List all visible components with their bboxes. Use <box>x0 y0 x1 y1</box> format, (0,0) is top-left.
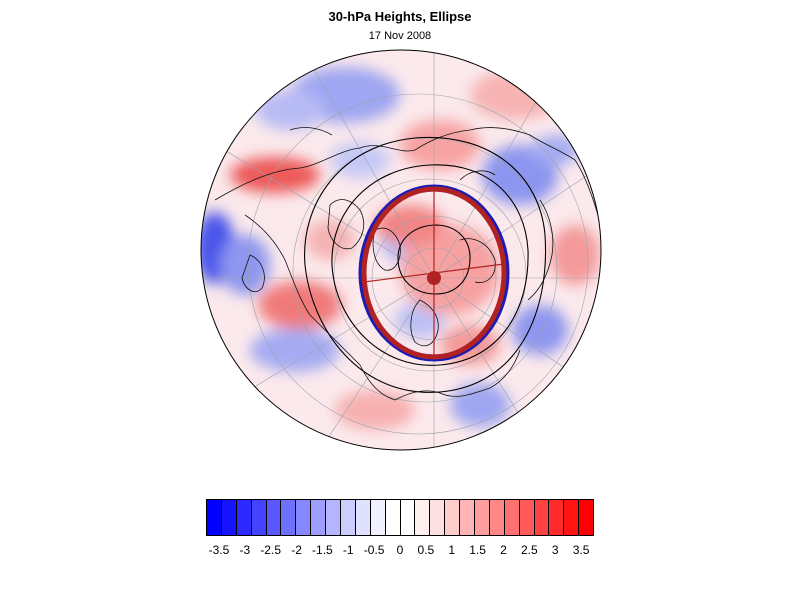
colorbar-cell <box>415 500 431 535</box>
colorbar <box>206 499 594 536</box>
colorbar-cell <box>504 500 520 535</box>
colorbar-tick-label: 0 <box>396 543 404 557</box>
colorbar-cell <box>519 500 535 535</box>
ellipse-centroid-dot <box>427 271 441 285</box>
colorbar-tick-label: -3 <box>239 543 251 557</box>
colorbar-cell <box>475 500 490 535</box>
positive-anomaly-region <box>550 225 600 285</box>
colorbar-tick-label: 2 <box>500 543 507 557</box>
colorbar-tick-label: -1.5 <box>312 543 333 557</box>
colorbar-cell <box>445 500 461 535</box>
vortex-ellipse <box>358 184 510 362</box>
colorbar-cell <box>281 500 297 535</box>
positive-anomaly-region <box>258 281 342 329</box>
colorbar-cell <box>251 500 267 535</box>
negative-anomaly-region <box>250 328 340 372</box>
colorbar-cell <box>430 500 446 535</box>
colorbar-tick-label: 3 <box>551 543 559 557</box>
plot-date: 17 Nov 2008 <box>368 30 432 42</box>
height-contour-middle <box>331 164 529 366</box>
height-contour-outer <box>304 136 547 393</box>
colorbar-cell <box>326 500 342 535</box>
colorbar-tick-label: -1 <box>342 543 354 557</box>
colorbar-cell <box>370 500 386 535</box>
negative-anomaly-region <box>450 383 510 427</box>
colorbar-tick-label: -0.5 <box>363 543 385 557</box>
colorbar-cell <box>236 500 252 535</box>
colorbar-cell <box>534 500 550 535</box>
colorbar-cell <box>460 500 476 535</box>
colorbar-cell <box>221 500 237 535</box>
globe-outline <box>200 49 602 451</box>
positive-anomaly-region <box>375 205 445 245</box>
colorbar-tick-label: -2 <box>291 543 302 557</box>
colorbar-cell <box>564 500 580 535</box>
colorbar-cell <box>266 500 282 535</box>
negative-anomaly-region <box>512 305 568 355</box>
colorbar-cell <box>311 500 327 535</box>
colorbar-cell <box>579 500 594 535</box>
colorbar-cell <box>400 500 416 535</box>
map-body <box>201 50 601 450</box>
positive-anomaly-region <box>400 120 480 170</box>
positive-anomaly-region <box>230 157 320 193</box>
height-contours <box>304 136 547 393</box>
colorbar-cell <box>489 500 505 535</box>
colorbar-labels: -3.5 -3 -2.5 -2 -1.5 -1 -0.5 0 0.5 1 1.5 2 2.5 3 3.5 <box>0 543 800 559</box>
colorbar-cell <box>355 500 371 535</box>
colorbar-tick-label: 1 <box>448 543 456 557</box>
colorbar-tick-label: 3.5 <box>572 543 590 557</box>
colorbar-cell <box>549 500 565 535</box>
colorbar-tick-label: 0.5 <box>417 543 435 557</box>
negative-anomaly-region <box>220 235 270 295</box>
colorbar-tick-label: 2.5 <box>520 543 538 557</box>
negative-anomaly-region <box>255 90 325 130</box>
colorbar-cell <box>385 500 401 535</box>
colorbar-cell <box>341 500 356 535</box>
colorbar-cell <box>207 500 222 535</box>
colorbar-cell <box>296 500 312 535</box>
colorbar-tick-label: -2.5 <box>260 543 281 557</box>
positive-anomaly-region <box>305 220 355 260</box>
height-contour-inner <box>397 224 471 295</box>
colorbar-tick-label: 1.5 <box>469 543 486 557</box>
plot-title: 30-hPa Heights, Ellipse <box>328 9 472 24</box>
negative-anomaly-region <box>330 142 390 178</box>
colorbar-tick-label: -3.5 <box>208 543 230 557</box>
